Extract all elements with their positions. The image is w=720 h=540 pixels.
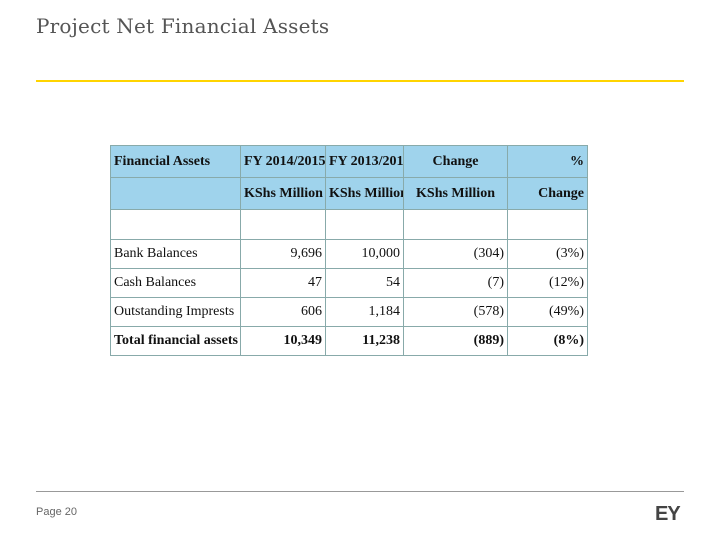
header-cell: % xyxy=(507,145,588,178)
spacer-row xyxy=(110,209,588,240)
row-label: Total financial assets xyxy=(110,326,241,356)
value-cell: (49%) xyxy=(507,297,588,327)
value-cell: 47 xyxy=(240,268,326,298)
row-label: Cash Balances xyxy=(110,268,241,298)
empty-cell xyxy=(110,209,241,240)
financial-table: Financial Assets FY 2014/2015 FY 2013/2014… xyxy=(110,145,588,356)
header-row: KShs Million KShs Million KShs Million Chan… xyxy=(110,177,588,210)
data-row: Bank Balances 9,696 10,000 (304) (3%) xyxy=(110,239,588,269)
value-cell: (304) xyxy=(403,239,508,269)
row-label: Bank Balances xyxy=(110,239,241,269)
header-cell: KShs Million xyxy=(240,177,326,210)
header-cell xyxy=(110,177,241,210)
value-cell: (3%) xyxy=(507,239,588,269)
value-cell: 606 xyxy=(240,297,326,327)
total-row: Total financial assets 10,349 11,238 (889)(… xyxy=(110,326,588,356)
value-cell: 10,349 xyxy=(240,326,326,356)
slide-title: Project Net Financial Assets xyxy=(36,14,330,38)
value-cell: 54 xyxy=(325,268,404,298)
header-cell: Financial Assets xyxy=(110,145,241,178)
header-cell: Change xyxy=(403,145,508,178)
value-cell: (12%) xyxy=(507,268,588,298)
value-cell: (8%) xyxy=(507,326,588,356)
value-cell: (578) xyxy=(403,297,508,327)
empty-cell xyxy=(507,209,588,240)
header-cell: FY 2013/2014 xyxy=(325,145,404,178)
value-cell: (889) xyxy=(403,326,508,356)
empty-cell xyxy=(325,209,404,240)
header-cell: KShs Million xyxy=(403,177,508,210)
header-cell: Change xyxy=(507,177,588,210)
page-number: Page 20 xyxy=(36,506,77,518)
data-row: Outstanding Imprests 606 1,184 (578) (49%) xyxy=(110,297,588,327)
divider xyxy=(36,80,684,82)
data-row: Cash Balances 47 54 (7) (12%) xyxy=(110,268,588,298)
logo: EY xyxy=(655,503,681,525)
value-cell: 10,000 xyxy=(325,239,404,269)
value-cell: 1,184 xyxy=(325,297,404,327)
header-row: Financial Assets FY 2014/2015 FY 2013/2014… xyxy=(110,145,588,178)
value-cell: 9,696 xyxy=(240,239,326,269)
header-cell: FY 2014/2015 xyxy=(240,145,326,178)
empty-cell xyxy=(240,209,326,240)
divider xyxy=(36,491,684,492)
header-cell: KShs Million xyxy=(325,177,404,210)
value-cell: (7) xyxy=(403,268,508,298)
row-label: Outstanding Imprests xyxy=(110,297,241,327)
empty-cell xyxy=(403,209,508,240)
value-cell: 11,238 xyxy=(325,326,404,356)
